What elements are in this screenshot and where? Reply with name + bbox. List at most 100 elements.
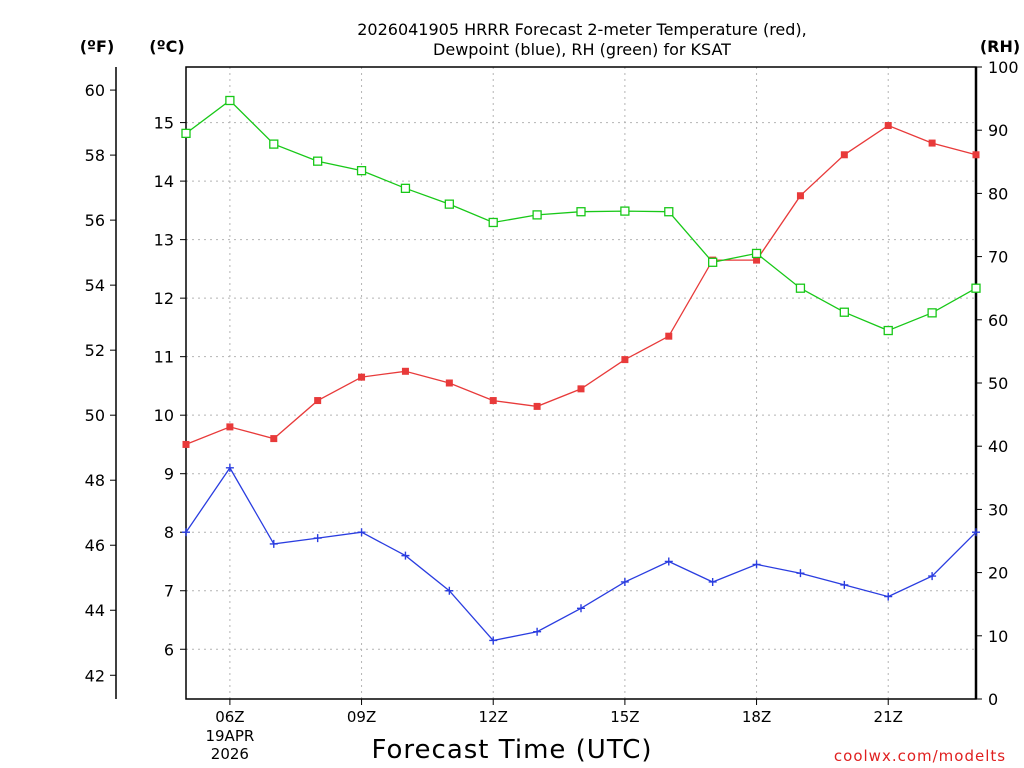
x-tick-label: 15Z: [610, 708, 639, 726]
rh-point: [664, 207, 674, 217]
series-layer: [181, 95, 981, 645]
dewpoint-point: [577, 604, 585, 613]
2-meter-temperature-line: [185, 124, 977, 446]
dewpoint-point: [884, 592, 893, 601]
rh-point: [883, 325, 893, 336]
rh-point: [839, 307, 849, 317]
rh-point: [708, 257, 718, 267]
2-meter-temperature-point: [840, 151, 848, 159]
rh-point: [181, 128, 191, 139]
dewpoint-point: [401, 551, 410, 560]
2-meter-temperature-point: [182, 440, 190, 448]
dewpoint-point: [489, 636, 498, 645]
rh-point: [313, 156, 323, 166]
fahrenheit-tick-label: 46: [85, 536, 105, 555]
fahrenheit-tick-label: 42: [85, 666, 105, 685]
rh-tick-label: 30: [988, 500, 1008, 519]
celsius-tick-label: 8: [164, 523, 174, 542]
rh-tick-label: 90: [988, 121, 1008, 140]
x-year-label: 2026: [211, 745, 249, 763]
2-meter-temperature-point: [753, 256, 761, 264]
2-meter-temperature-point: [665, 332, 673, 340]
rh-tick-label: 0: [988, 690, 998, 709]
dewpoint-point: [357, 528, 366, 537]
rh-point: [400, 183, 411, 193]
2-meter-temperature-point: [533, 402, 541, 410]
rh-point: [532, 210, 542, 220]
celsius-tick-label: 14: [154, 172, 174, 191]
rh-point: [751, 248, 762, 259]
2-meter-temperature-point: [928, 139, 936, 147]
rh-unit-label: (RH): [980, 37, 1020, 56]
dewpoint-point: [972, 528, 980, 537]
dewpoint-point: [752, 560, 761, 569]
fahrenheit-tick-label: 50: [85, 406, 105, 425]
x-tick-label: 09Z: [347, 708, 376, 726]
rh-point: [225, 95, 235, 106]
credit-text: coolwx.com/modelts: [834, 747, 1006, 765]
chart-title-line-1: 2026041905 HRRR Forecast 2-meter Tempera…: [357, 20, 807, 39]
2-meter-temperature-point: [621, 356, 629, 364]
celsius-unit-label: (ºC): [149, 37, 184, 56]
rh-tick-label: 60: [988, 311, 1008, 330]
dewpoint-line: [185, 466, 977, 642]
chart-title-line-2: Dewpoint (blue), RH (green) for KSAT: [433, 40, 731, 59]
celsius-tick-label: 13: [154, 231, 174, 250]
2-meter-temperature-point: [972, 151, 980, 159]
dewpoint-point: [182, 528, 190, 537]
rh-axis: 0 10 20 30 40 50 60 70 80 90 100: [976, 58, 1019, 709]
x-tick-label: 06Z: [215, 708, 244, 726]
dewpoint-point: [664, 557, 673, 566]
rh-tick-label: 50: [988, 374, 1008, 393]
celsius-tick-label: 9: [164, 465, 174, 484]
dewpoint-point: [445, 586, 454, 595]
plot-frame: [185, 66, 977, 700]
dewpoint-point: [620, 577, 629, 586]
2-meter-temperature-point: [314, 397, 322, 405]
fahrenheit-tick-label: 60: [85, 81, 105, 100]
2-meter-temperature-point: [489, 397, 497, 405]
celsius-tick-label: 12: [154, 289, 174, 308]
dewpoint-point: [840, 580, 849, 589]
2-meter-temperature-point: [577, 385, 585, 393]
rh-tick-label: 80: [988, 184, 1008, 203]
fahrenheit-tick-label: 44: [85, 601, 105, 620]
2-meter-temperature-point: [358, 373, 366, 381]
rh-tick-label: 10: [988, 627, 1008, 646]
rh-point: [620, 206, 630, 216]
gridlines: [186, 67, 976, 699]
celsius-tick-label: 11: [154, 348, 174, 367]
rh-point: [576, 207, 586, 217]
fahrenheit-unit-label: (ºF): [80, 37, 115, 56]
rh-point: [971, 283, 981, 293]
2-meter-temperature-point: [226, 423, 234, 431]
2-meter-temperature-point: [401, 367, 409, 375]
x-tick-label: 18Z: [742, 708, 771, 726]
celsius-tick-label: 6: [164, 640, 174, 659]
dewpoint-point: [928, 572, 937, 581]
dewpoint-point: [796, 569, 805, 578]
2-meter-temperature-point: [796, 192, 804, 200]
celsius-tick-label: 15: [154, 114, 174, 133]
rh-series: [181, 95, 981, 336]
x-tick-label: 12Z: [479, 708, 508, 726]
x-axis-title: Forecast Time (UTC): [371, 735, 652, 765]
fahrenheit-tick-label: 58: [85, 146, 105, 165]
rh-tick-label: 20: [988, 564, 1008, 583]
fahrenheit-tick-label: 56: [85, 211, 105, 230]
rh-tick-label: 70: [988, 248, 1008, 267]
celsius-tick-label: 10: [154, 406, 174, 425]
rh-point: [795, 283, 806, 293]
celsius-axis: 6 7 8 9 10 11 12 13 14 15: [154, 114, 186, 659]
rh-point: [444, 199, 454, 209]
celsius-tick-label: 7: [164, 582, 174, 601]
2-meter-temperature-point: [270, 435, 278, 443]
dewpoint-point: [533, 627, 542, 636]
dewpoint-point: [313, 534, 322, 543]
rh-tick-label: 40: [988, 437, 1008, 456]
rh-point: [269, 139, 279, 149]
2-meter-temperature-point: [884, 122, 892, 130]
rh-point: [488, 217, 498, 228]
